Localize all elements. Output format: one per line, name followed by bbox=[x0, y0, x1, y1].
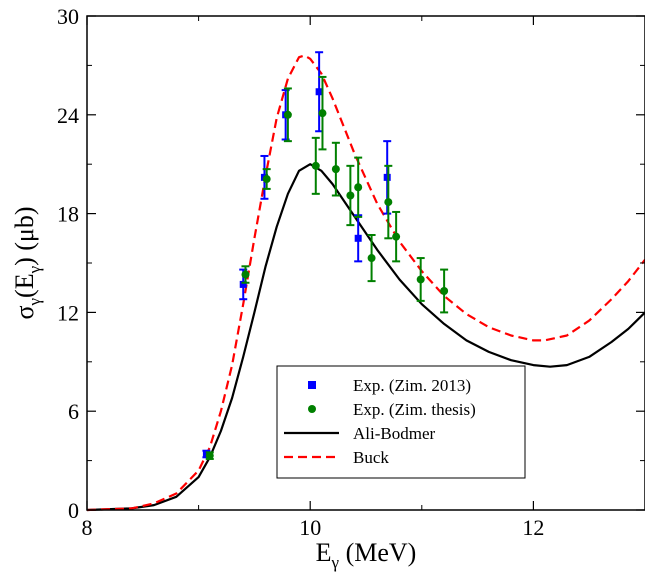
x-axis-label: Eγ (MeV) bbox=[316, 538, 417, 572]
legend-label: Exp. (Zim. thesis) bbox=[353, 400, 476, 419]
y-tick-label: 0 bbox=[68, 498, 79, 523]
legend-symbol bbox=[308, 381, 316, 389]
data-point-circle bbox=[205, 451, 214, 460]
data-point-circle bbox=[283, 110, 292, 119]
data-point-circle bbox=[367, 254, 376, 263]
x-tick-label: 8 bbox=[82, 515, 93, 540]
y-tick-label: 18 bbox=[57, 202, 79, 227]
data-point-circle bbox=[416, 275, 425, 284]
data-point-square bbox=[383, 173, 391, 181]
data-point-circle bbox=[354, 183, 363, 192]
data-point-circle bbox=[346, 191, 355, 200]
y-tick-label: 30 bbox=[57, 4, 79, 29]
axis-ticks: 8 10 12 0 6 12 18 24 30 bbox=[57, 4, 645, 540]
legend-label: Exp. (Zim. 2013) bbox=[353, 376, 471, 395]
data-point-square bbox=[315, 88, 323, 96]
data-point-square bbox=[239, 280, 247, 288]
data-point-circle bbox=[311, 161, 320, 170]
data-point-square bbox=[354, 234, 362, 242]
data-point-circle bbox=[262, 175, 271, 184]
data-point-circle bbox=[440, 286, 449, 295]
y-tick-label: 12 bbox=[57, 300, 79, 325]
plot-content bbox=[86, 51, 645, 512]
data-point-circle bbox=[241, 270, 250, 279]
series-line-3 bbox=[86, 54, 645, 512]
y-tick-label: 6 bbox=[68, 399, 79, 424]
legend-label: Buck bbox=[353, 448, 389, 467]
legend-box bbox=[276, 365, 526, 479]
data-point-circle bbox=[318, 109, 327, 118]
data-point-circle bbox=[384, 198, 393, 207]
data-point-circle bbox=[331, 165, 340, 174]
data-point-circle bbox=[392, 232, 401, 241]
x-tick-label: 10 bbox=[299, 515, 321, 540]
legend-symbol bbox=[308, 405, 316, 413]
legend-label: Ali-Bodmer bbox=[353, 424, 435, 443]
series-points-1 bbox=[205, 75, 449, 460]
y-axis-label: σγ(Eγ) (μb) bbox=[10, 206, 44, 319]
legend: Exp. (Zim. 2013) Exp. (Zim. thesis) Ali-Bo… bbox=[276, 365, 526, 479]
y-tick-label: 24 bbox=[57, 103, 79, 128]
x-tick-label: 12 bbox=[522, 515, 544, 540]
